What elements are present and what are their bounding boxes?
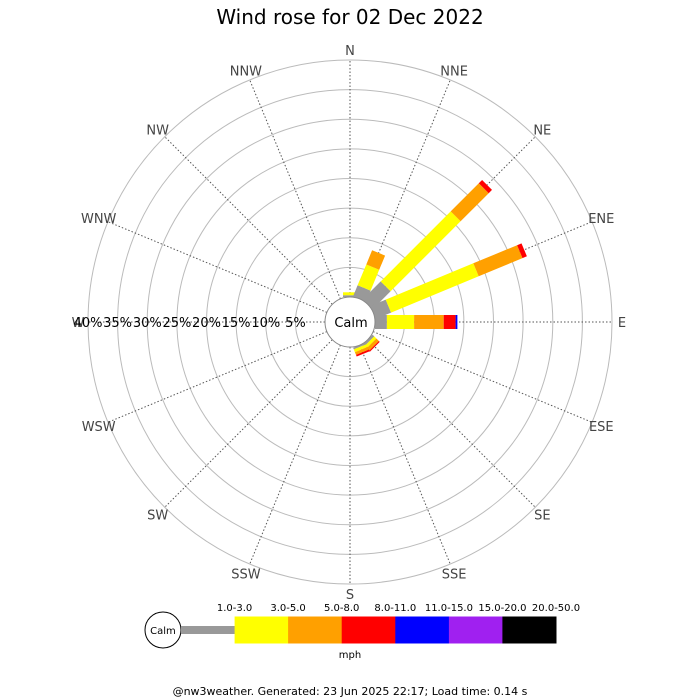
direction-label-ese: ESE [589, 420, 614, 435]
chart-title: Wind rose for 02 Dec 2022 [216, 5, 483, 29]
legend-swatch-5.0-8.0 [288, 616, 343, 644]
calm-label: Calm [334, 316, 367, 331]
grid-spoke-se [367, 339, 536, 508]
bar-ne-8.0-11.0 [478, 180, 492, 194]
bar-ne-5.0-8.0 [450, 183, 489, 222]
direction-label-n: N [345, 44, 355, 59]
legend-label-8.0-11.0: 8.0-11.0 [374, 603, 416, 614]
direction-label-wsw: WSW [82, 420, 116, 435]
bar-sse-3.0-5.0 [353, 344, 368, 353]
bar-sse-5.0-8.0 [354, 346, 369, 355]
legend-swatch-11.0-15.0 [395, 616, 450, 644]
speed-legend: Calm mph 1.0-3.0 3.0-5.0 5.0-8.0 8.0-11.0 11… [144, 603, 580, 661]
legend-swatch-20.0-50.0 [502, 616, 557, 644]
wind-bars [343, 180, 527, 357]
direction-label-nnw: NNW [230, 65, 262, 80]
grid-ring [206, 178, 494, 466]
ring-label-25pct: 25% [162, 316, 191, 331]
bar-n-3.0-5.0 [343, 292, 357, 296]
direction-label-e: E [618, 316, 626, 331]
bar-e-3.0-5.0 [386, 315, 415, 329]
grid-spoke-ese [372, 331, 593, 423]
legend-label-11.0-15.0: 11.0-15.0 [425, 603, 473, 614]
bar-nne-3.0-5.0 [357, 264, 380, 291]
calm-center: Calm [324, 296, 376, 348]
legend-calm-label: Calm [150, 626, 176, 637]
grid-ring [146, 118, 554, 526]
ring-label-20pct: 20% [192, 316, 221, 331]
bar-ene-5.0-8.0 [473, 245, 523, 277]
direction-label-w: W [72, 316, 85, 331]
bar-ene-8.0-11.0 [517, 243, 527, 259]
legend-label-3.0-5.0: 3.0-5.0 [270, 603, 305, 614]
legend-swatch-8.0-11.0 [341, 616, 396, 644]
direction-label-nw: NW [146, 124, 169, 139]
ring-label-35pct: 35% [103, 316, 132, 331]
grid-spoke-ssw [249, 344, 341, 565]
bar-ne-1.0-3.0 [362, 281, 391, 310]
bar-se-8.0-11.0 [369, 341, 380, 352]
footer-text: @nw3weather. Generated: 23 Jun 2025 22:1… [173, 685, 528, 698]
legend-unit: mph [339, 650, 361, 661]
bar-nne-5.0-8.0 [366, 250, 386, 270]
legend-swatch-15.0-20.0 [448, 616, 503, 644]
direction-label-ene: ENE [588, 212, 614, 227]
legend-label-1.0-3.0: 1.0-3.0 [217, 603, 252, 614]
direction-label-s: S [346, 588, 354, 603]
bar-e-5.0-8.0 [414, 315, 444, 329]
ring-label-15pct: 15% [222, 316, 251, 331]
grid-spoke-wnw [107, 221, 328, 313]
grid-spoke-sse [359, 344, 451, 565]
grid-spoke-wsw [107, 331, 328, 423]
grid-ring [87, 59, 613, 585]
grid-spoke-nw [164, 136, 333, 305]
bar-ne-3.0-5.0 [380, 211, 461, 292]
bar-se-3.0-5.0 [364, 336, 377, 349]
ring-label-40pct: 40% [74, 316, 103, 331]
direction-labels: N NNE NE ENE E ESE SE SSE S SSW SW WSW W WNW NW NNW [72, 44, 627, 603]
bar-ene-3.0-5.0 [385, 263, 479, 313]
direction-label-wnw: WNW [81, 212, 117, 227]
legend-label-20.0-50.0: 20.0-50.0 [532, 603, 580, 614]
ring-label-30pct: 30% [133, 316, 162, 331]
bar-e-11.0-15.0 [455, 315, 458, 329]
grid-spoke-sw [164, 339, 333, 508]
bar-se-5.0-8.0 [366, 338, 379, 351]
legend-swatch-3.0-5.0 [234, 616, 289, 644]
bar-ene-1.0-3.0 [370, 299, 392, 319]
ring-label-5pct: 5% [285, 316, 306, 331]
direction-label-sw: SW [147, 508, 168, 523]
direction-label-nne: NNE [440, 65, 468, 80]
bar-sse-1.0-3.0 [353, 342, 367, 350]
direction-label-sse: SSE [442, 567, 467, 582]
legend-swatch-1.0-3.0 [181, 626, 236, 634]
ring-labels: 5% 10%15%20%25%30%35%40% [74, 316, 306, 331]
legend-label-5.0-8.0: 5.0-8.0 [324, 603, 359, 614]
direction-label-se: SE [534, 508, 550, 523]
bar-sse-8.0-11.0 [356, 349, 370, 357]
bar-e-8.0-11.0 [443, 315, 456, 329]
legend-label-15.0-20.0: 15.0-20.0 [478, 603, 526, 614]
direction-label-ne: NE [533, 124, 551, 139]
calm-circle [324, 296, 376, 348]
grid-spoke-nnw [249, 79, 341, 300]
ring-label-10pct: 10% [251, 316, 280, 331]
direction-label-ssw: SSW [231, 567, 261, 582]
bar-e-1.0-3.0 [375, 315, 387, 329]
